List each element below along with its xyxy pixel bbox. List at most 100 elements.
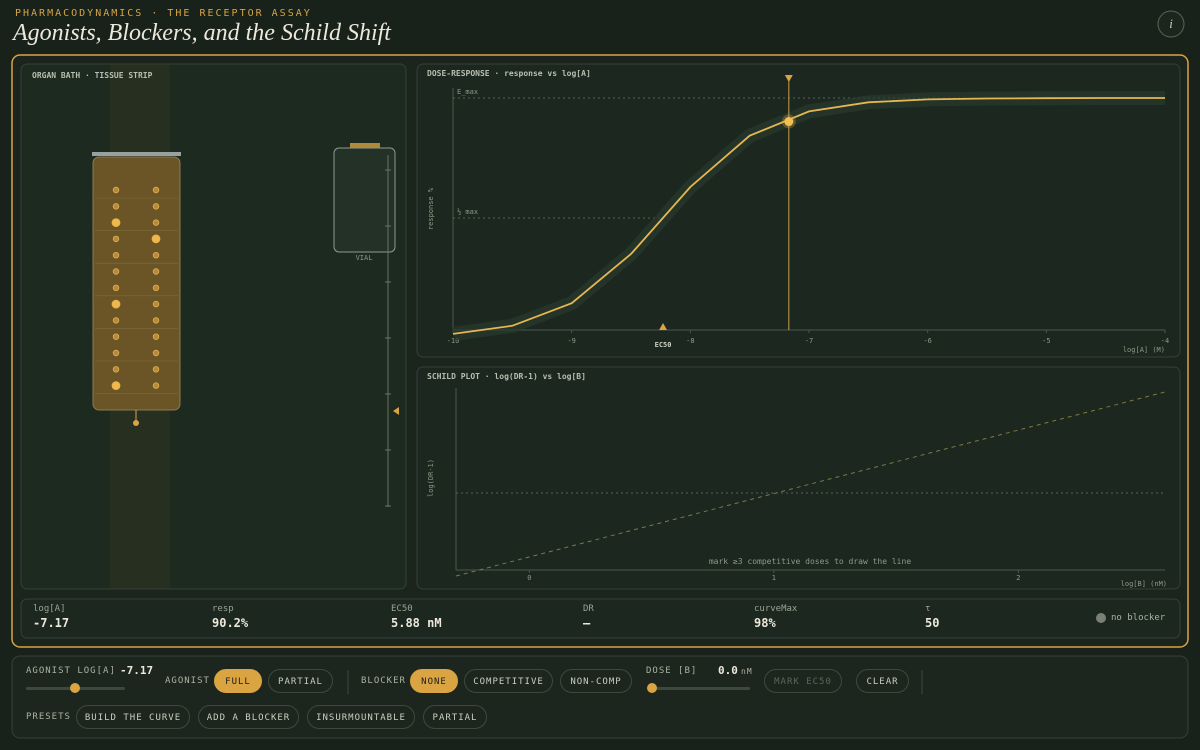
receptor — [112, 317, 120, 324]
x-tick-label: 2 — [1016, 574, 1020, 582]
blocker-options-button[interactable]: COMPETITIVE — [464, 669, 553, 693]
readout-value: 50 — [925, 616, 940, 630]
agonist-log-value: -7.17 — [120, 664, 154, 677]
readout-bar — [20, 598, 1181, 639]
receptor — [152, 186, 160, 194]
receptor — [152, 366, 160, 373]
status: no blocker — [1111, 613, 1166, 623]
strip-weight — [133, 420, 139, 426]
cursor-handle — [784, 75, 793, 82]
presets-button[interactable]: ADD A BLOCKER — [198, 705, 299, 729]
agonist-log-label: AGONIST LOG[A] — [26, 666, 116, 676]
readout-label: τ — [925, 604, 931, 614]
presets-label: PRESETS — [26, 712, 71, 722]
hint: mark ≥3 competitive doses to draw the li… — [709, 557, 911, 566]
blocker-options-button[interactable]: NON-COMP — [560, 669, 632, 693]
x-axis-label: log[A] (M) — [1123, 346, 1165, 354]
scale-marker — [393, 407, 399, 415]
receptor — [111, 218, 121, 228]
receptor — [152, 317, 160, 324]
x-tick-label: -5 — [1042, 337, 1050, 345]
receptor — [151, 234, 161, 244]
tissue-strip — [92, 156, 181, 411]
dose-slider-track — [648, 687, 750, 690]
x-tick-label: -8 — [686, 337, 694, 345]
presets-button[interactable]: PARTIAL — [423, 705, 487, 729]
readout-value: – — [583, 616, 591, 630]
x-axis-label: log[B] (nM) — [1121, 580, 1167, 588]
x-tick-label: -6 — [923, 337, 931, 345]
x-tick-label: -10 — [447, 337, 460, 345]
blocker-options-button[interactable]: NONE — [410, 669, 458, 693]
receptor — [112, 268, 120, 275]
panel-title: ORGAN BATH · TISSUE STRIP — [32, 71, 153, 80]
readout-value: 5.88 nM — [391, 616, 442, 630]
y-axis-label: response % — [427, 187, 435, 230]
y-axis-label: log(DR-1) — [427, 459, 435, 497]
page-title: Agonists, Blockers, and the Schild Shift — [13, 20, 391, 46]
receptor — [111, 299, 121, 309]
readout-label: EC50 — [391, 604, 413, 614]
readout-value: 98% — [754, 616, 776, 630]
blocker-label: BLOCKER — [361, 676, 406, 686]
x-tick-label: -9 — [567, 337, 575, 345]
dose-label: DOSE [B] — [646, 666, 698, 676]
x-tick-label: -4 — [1161, 337, 1169, 345]
cursor-point — [784, 117, 794, 127]
dose-unit: nM — [741, 667, 753, 676]
vial-label: VIAL — [356, 254, 373, 262]
x-tick-label: 1 — [772, 574, 776, 582]
x-tick-label: -7 — [805, 337, 813, 345]
agonist-options-button[interactable]: PARTIAL — [268, 669, 333, 693]
receptor — [152, 382, 160, 389]
receptor — [112, 186, 120, 194]
info-button[interactable] — [1157, 10, 1185, 38]
panel-title: SCHILD PLOT · log(DR-1) vs log[B] — [427, 372, 586, 381]
x-tick-label: 0 — [527, 574, 531, 582]
receptor — [112, 251, 120, 259]
receptor — [152, 333, 160, 340]
readout-value: 90.2% — [212, 616, 249, 630]
dose-panel — [416, 63, 1181, 358]
half-label: ½ max — [457, 208, 478, 216]
kicker: PHARMACODYNAMICS · THE RECEPTOR ASSAY — [15, 8, 312, 19]
receptor — [112, 284, 120, 291]
info-icon[interactable]: i — [1169, 16, 1173, 31]
receptor — [152, 219, 160, 226]
presets-button[interactable]: INSURMOUNTABLE — [307, 705, 415, 729]
receptor — [152, 268, 160, 275]
receptor — [112, 349, 120, 357]
bath-panel — [20, 63, 407, 590]
dose-response-curve — [452, 97, 1165, 335]
ec50-marker — [659, 323, 668, 330]
receptor — [112, 235, 120, 243]
vial — [333, 147, 396, 253]
agonist-slider-handle[interactable] — [70, 683, 80, 693]
readout-label: log[A] — [33, 604, 66, 614]
agonist-options-button[interactable]: FULL — [214, 669, 262, 693]
presets-button[interactable]: BUILD THE CURVE — [76, 705, 190, 729]
strip-clamp — [92, 152, 181, 156]
agonist-label: AGONIST — [165, 676, 210, 686]
readout-label: DR — [583, 604, 594, 614]
receptor — [111, 381, 121, 391]
receptor — [152, 349, 160, 357]
mark-ec50-button[interactable]: MARK EC50 — [764, 669, 842, 693]
receptor — [152, 284, 160, 291]
status-dot — [1096, 613, 1106, 623]
receptor — [112, 203, 120, 210]
emax-label: E_max — [457, 88, 478, 96]
clear-button[interactable]: CLEAR — [856, 669, 909, 693]
receptor — [152, 300, 160, 308]
readout-label: curveMax — [754, 604, 798, 614]
readout-value: -7.17 — [33, 616, 70, 630]
dose-slider-handle[interactable] — [647, 683, 657, 693]
ec50-label: EC50 — [655, 341, 672, 349]
receptor — [152, 203, 160, 210]
unity-line — [455, 391, 1166, 577]
panel-title: DOSE-RESPONSE · response vs log[A] — [427, 69, 591, 78]
readout-label: resp — [212, 604, 234, 614]
receptor — [112, 333, 120, 340]
